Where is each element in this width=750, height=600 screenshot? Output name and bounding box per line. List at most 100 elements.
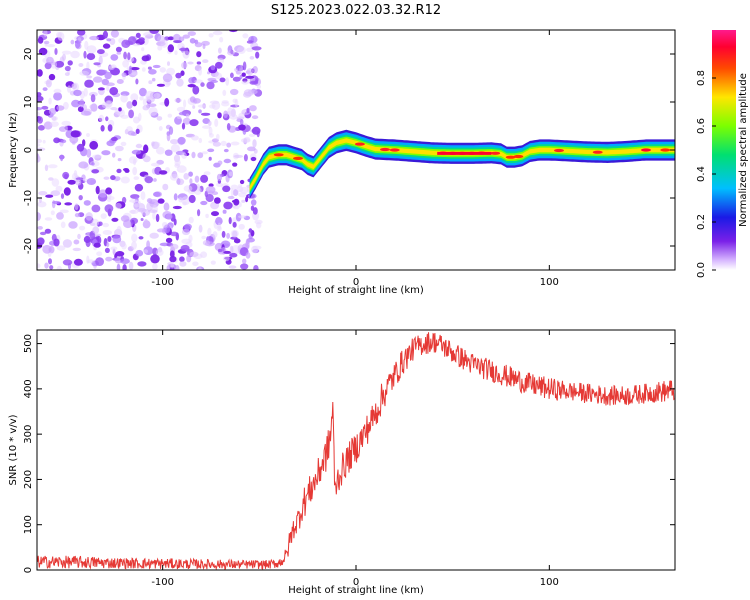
noise-blob [194,42,203,48]
noise-blob [245,240,250,249]
y-tick-label: 0 [23,147,34,153]
noise-blob [48,73,56,81]
noise-blob [230,141,240,146]
noise-blob [210,260,216,265]
noise-blob [73,258,83,266]
noise-blob [90,94,96,103]
noise-blob [118,107,122,112]
noise-blob [98,55,103,65]
noise-blob [243,154,248,162]
colorbar: 0.0 0.2 0.4 0.6 0.8 Normalized spectral ampl… [696,30,749,278]
noise-blob [241,199,246,203]
noise-blob [181,62,188,69]
noise-blob [226,232,231,239]
noise-blob [248,133,256,137]
noise-blob [86,52,96,61]
noise-blob [226,123,231,131]
noise-blob [44,217,53,221]
noise-blob [60,221,66,229]
noise-blob [75,179,82,186]
noise-blob [149,232,159,239]
noise-blob [253,265,259,270]
noise-blob [230,88,239,96]
noise-blob [200,200,208,206]
noise-blob [50,210,55,216]
noise-blob [72,247,82,252]
noise-blob [217,248,223,253]
noise-blob [188,194,196,204]
noise-blob [228,171,233,177]
noise-blob [110,54,119,61]
noise-blob [42,87,48,91]
noise-blob [233,238,241,244]
noise-blob [101,150,111,156]
noise-blob [237,46,246,54]
noise-blob [222,185,231,193]
noise-blob [248,228,253,233]
ridge-band [249,138,675,191]
noise-blob [179,47,189,52]
noise-blob [232,76,241,82]
noise-blob [93,62,101,66]
spectrogram-area [37,30,675,270]
noise-blob [123,51,127,60]
noise-blob [249,80,259,85]
noise-blob [37,201,47,208]
noise-blob [153,178,157,182]
noise-blob [222,209,227,214]
noise-blob [183,185,193,192]
noise-blob [148,106,158,116]
noise-blob [219,36,224,43]
noise-blob [146,240,151,250]
noise-blob [251,46,262,51]
noise-blob [155,248,164,256]
noise-blob [46,44,56,48]
noise-blob [166,67,176,76]
noise-blob [192,85,200,95]
noise-blob [98,114,105,122]
noise-blob [233,205,240,210]
noise-blob [158,170,168,175]
noise-blob [192,98,201,104]
noise-blob [70,39,75,45]
noise-blob [162,183,169,191]
noise-blob [174,265,180,270]
noise-blob [67,85,72,93]
noise-blob [256,84,261,89]
noise-blob [180,244,190,252]
noise-blob [228,217,232,225]
noise-blob [130,209,136,214]
noise-blob [140,218,144,221]
noise-blob [230,188,234,197]
noise-blob [191,151,196,159]
noise-blob [163,202,170,211]
noise-blob [130,67,140,71]
noise-blob [166,132,171,142]
noise-blob [181,122,186,130]
noise-blob [85,212,93,221]
noise-blob [139,96,144,101]
noise-blob [140,191,146,201]
noise-blob [232,221,237,228]
noise-blob [142,105,150,111]
noise-blob [251,126,261,135]
noise-blob [41,105,49,110]
noise-blob [112,235,122,244]
noise-blob [181,228,191,236]
noise-blob [68,221,78,229]
ridge-peak [505,155,516,159]
noise-blob [174,50,178,55]
noise-blob [79,70,90,76]
noise-blob [238,124,246,131]
noise-blob [223,201,233,210]
noise-blob [233,154,243,158]
noise-blob [147,66,152,70]
noise-blob [43,40,50,45]
noise-blob [146,202,153,212]
noise-blob [105,256,113,262]
noise-blob [156,83,165,87]
noise-blob [203,171,211,176]
noise-blob [111,136,118,142]
noise-blob [214,197,221,204]
noise-blob [206,81,215,90]
